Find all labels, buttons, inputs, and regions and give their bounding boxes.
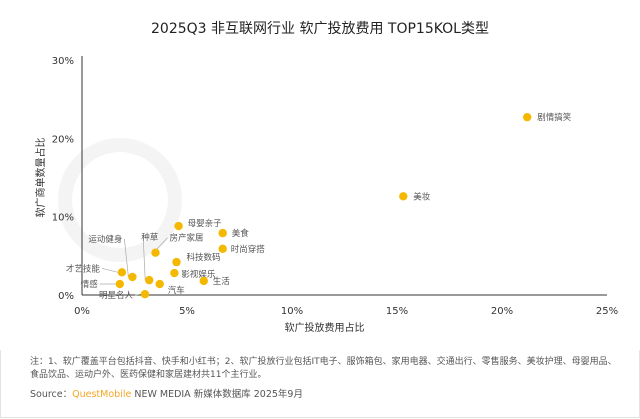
data-label: 才艺技能 [66,263,101,274]
data-point [199,276,208,286]
data-label: 时尚穿搭 [231,244,266,255]
x-tick-label: 25% [596,306,618,317]
data-point [174,221,183,231]
x-tick-label: 15% [386,306,408,317]
scatter-plot: 0% 5% 10% 15% 20% 25% 0% 10% 20% 30% 软广投放费用占比 软广商单数… [34,56,618,334]
data-label: 科技数码 [187,252,221,263]
x-tick-label: 0% [74,306,90,317]
data-label: 种草 [141,232,159,243]
chart-title: 2025Q3 非互联网行业 软广投放费用 TOP15KOL类型 [151,21,489,37]
footer: 注：1、软广覆盖平台包括抖音、快手和小红书；2、软广投放行业包括IT电子、服饰箱… [30,356,620,401]
x-tick-label: 5% [179,306,195,317]
y-tick-label: 30% [52,56,74,67]
data-label: 剧情搞笑 [537,112,572,123]
leader-line [124,238,129,278]
y-tick-label: 20% [52,134,74,145]
data-label: 明星名人 [99,290,134,301]
data-label: 美妆 [413,191,431,202]
data-label: 母婴亲子 [188,218,223,229]
y-tick-label: 0% [58,291,74,302]
data-point [172,257,181,267]
leader-line [142,237,146,281]
data-label: 房产家居 [170,233,204,244]
data-point [155,279,164,289]
data-point [128,272,137,282]
watermark-logo [58,138,182,262]
leader-line [134,293,142,296]
data-point [140,290,150,299]
footnote: 注：1、软广覆盖平台包括抖音、快手和小红书；2、软广投放行业包括IT电子、服饰箱… [30,357,617,380]
source-label: Source： [30,389,73,400]
data-label: 影视娱乐 [181,269,216,280]
data-label: 汽车 [168,285,185,296]
y-tick-label: 10% [52,213,74,224]
data-label: 运动健身 [88,234,122,245]
source-brand: QuestMobile [72,389,132,400]
data-point [399,192,408,201]
data-point [218,244,227,253]
x-axis-label: 软广投放费用占比 [285,321,365,334]
data-point [115,279,125,289]
data-point [218,228,227,238]
data-point [117,268,127,277]
source-line: Source：QuestMobile NEW MEDIA 新媒体数据库 2025… [30,388,620,401]
x-tick-label: 10% [281,306,303,317]
data-point [523,112,532,122]
data-point [170,268,179,278]
data-label: 情感 [81,279,99,290]
data-label: 生活 [213,276,231,287]
x-tick-label: 20% [491,306,513,317]
leader-line [101,267,118,273]
data-label: 美食 [232,228,250,239]
source-text: NEW MEDIA 新媒体数据库 2025年9月 [131,389,303,400]
data-point [145,275,154,285]
data-point [151,248,160,257]
y-axis-label: 软广商单数量占比 [34,138,47,218]
